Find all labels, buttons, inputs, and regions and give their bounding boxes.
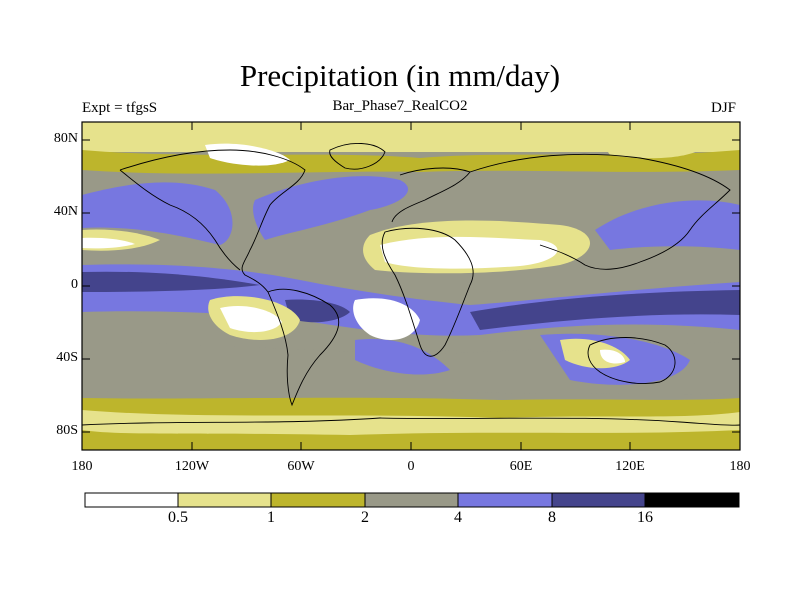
colorbar-box-6 (644, 492, 740, 508)
colorbar-box-2 (270, 492, 366, 508)
y-tick-label: 0 (71, 277, 78, 292)
colorbar-box-5 (551, 492, 646, 508)
colorbar-box-4 (457, 492, 553, 508)
colorbar (84, 492, 740, 508)
experiment-subtitle: Bar_Phase7_RealCO2 (332, 98, 468, 114)
colorbar-label: 16 (637, 509, 653, 526)
experiment-label: Expt = tfgsS (82, 100, 158, 116)
x-tick-label: 120E (615, 459, 645, 474)
season-label: DJF (710, 100, 736, 116)
colorbar-box-0 (84, 492, 179, 508)
colorbar-label: 1 (267, 509, 275, 526)
colorbar-box-3 (364, 492, 459, 508)
x-tick-label: 180 (71, 459, 93, 474)
y-tick-label: 80N (53, 131, 78, 146)
x-tick-label: 180 (729, 459, 751, 474)
colorbar-label: 4 (454, 509, 462, 526)
x-tick-label: 0 (407, 459, 415, 474)
y-tick-label: 40S (56, 350, 78, 365)
plot-title: Precipitation (in mm/day) (239, 58, 561, 93)
y-tick-label: 40N (53, 204, 78, 219)
x-tick-label: 60E (509, 459, 533, 474)
x-tick-label: 120W (174, 459, 210, 474)
y-tick-label: 80S (56, 423, 78, 438)
x-tick-label: 60W (287, 459, 315, 474)
colorbar-label: 0.5 (168, 509, 188, 526)
colorbar-box-1 (177, 492, 272, 508)
colorbar-label: 8 (548, 509, 556, 526)
colorbar-label: 2 (361, 509, 369, 526)
precip-field (82, 122, 740, 450)
